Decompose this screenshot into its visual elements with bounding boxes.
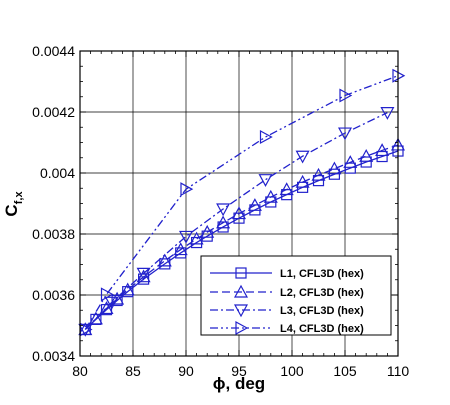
data-point	[337, 127, 353, 141]
legend-marker	[233, 284, 249, 298]
x-tick-label: 105	[333, 363, 357, 379]
data-point	[157, 253, 172, 267]
y-tick-label: 0.0044	[32, 43, 75, 59]
y-axis-title-main: C	[2, 204, 21, 216]
legend-box	[200, 255, 392, 336]
data-point	[375, 143, 390, 157]
axis-ticks: 80 85 90 95 100 105 110 0.0034 0.0036 0.0038 0.004…	[32, 43, 409, 379]
y-axis-title: Cf,x	[2, 191, 25, 217]
data-point	[99, 301, 114, 315]
data-point	[376, 150, 388, 163]
data-point	[359, 148, 374, 162]
data-point	[111, 294, 123, 307]
data-point	[78, 323, 93, 337]
legend-marker	[235, 320, 249, 336]
data-point	[259, 129, 273, 145]
x-tick-label: 90	[178, 363, 194, 379]
data-point	[360, 156, 372, 168]
y-tick-label: 0.0042	[32, 104, 75, 120]
data-point	[120, 282, 135, 296]
series-3	[78, 107, 395, 337]
legend-items: L1, CFL3D (hex) L2, CFL3D (hex) L3, CFL3D …	[210, 267, 364, 336]
data-point	[258, 174, 273, 187]
data-point	[100, 304, 113, 316]
data-point	[88, 311, 103, 325]
data-point	[344, 162, 356, 174]
data-point	[380, 107, 395, 120]
data-point	[339, 88, 353, 103]
legend-item: L4, CFL3D (hex)	[210, 320, 364, 336]
legend-item: L3, CFL3D (hex)	[210, 304, 364, 318]
data-point	[327, 161, 342, 175]
series-group	[78, 68, 406, 337]
data-point	[311, 167, 326, 181]
data-point	[216, 203, 231, 217]
data-point	[343, 155, 358, 168]
x-tick-label: 85	[125, 363, 141, 379]
legend-item: L1, CFL3D (hex)	[210, 267, 364, 280]
data-point	[216, 215, 231, 229]
y-tick-label: 0.0036	[32, 287, 75, 303]
legend-marker	[235, 267, 247, 279]
x-tick-label: 110	[387, 363, 410, 379]
data-point	[100, 287, 114, 302]
data-point	[110, 291, 125, 305]
y-tick-label: 0.004	[40, 165, 75, 181]
data-point	[178, 230, 194, 244]
data-point	[189, 231, 204, 245]
data-point	[136, 267, 151, 281]
legend-label: L3, CFL3D (hex)	[280, 305, 364, 317]
series-line	[84, 112, 388, 330]
legend-label: L4, CFL3D (hex)	[280, 323, 364, 335]
data-point	[247, 198, 262, 211]
data-point	[295, 150, 310, 164]
data-point	[104, 296, 119, 310]
x-tick-label: 100	[280, 363, 304, 379]
legend-item: L2, CFL3D (hex)	[210, 284, 364, 299]
legend-marker	[233, 304, 249, 318]
x-axis-title: ϕ, deg	[213, 374, 265, 393]
data-point	[295, 174, 310, 188]
legend-label: L2, CFL3D (hex)	[280, 287, 364, 299]
legend: L1, CFL3D (hex) L2, CFL3D (hex) L3, CFL3D …	[200, 255, 392, 336]
x-tick-label: 80	[72, 363, 88, 379]
y-tick-label: 0.0038	[32, 226, 75, 242]
data-point	[180, 182, 194, 197]
data-point	[200, 224, 215, 238]
y-axis-title-sub: f,x	[13, 191, 25, 205]
data-point	[231, 206, 247, 220]
legend-label: L1, CFL3D (hex)	[280, 268, 364, 280]
y-tick-label: 0.0034	[32, 348, 75, 364]
data-point	[173, 242, 188, 256]
x-tick-label: 95	[231, 363, 247, 379]
data-point	[279, 182, 294, 196]
data-point	[263, 189, 278, 203]
y-axis-title-text: Cf,x	[2, 191, 25, 217]
